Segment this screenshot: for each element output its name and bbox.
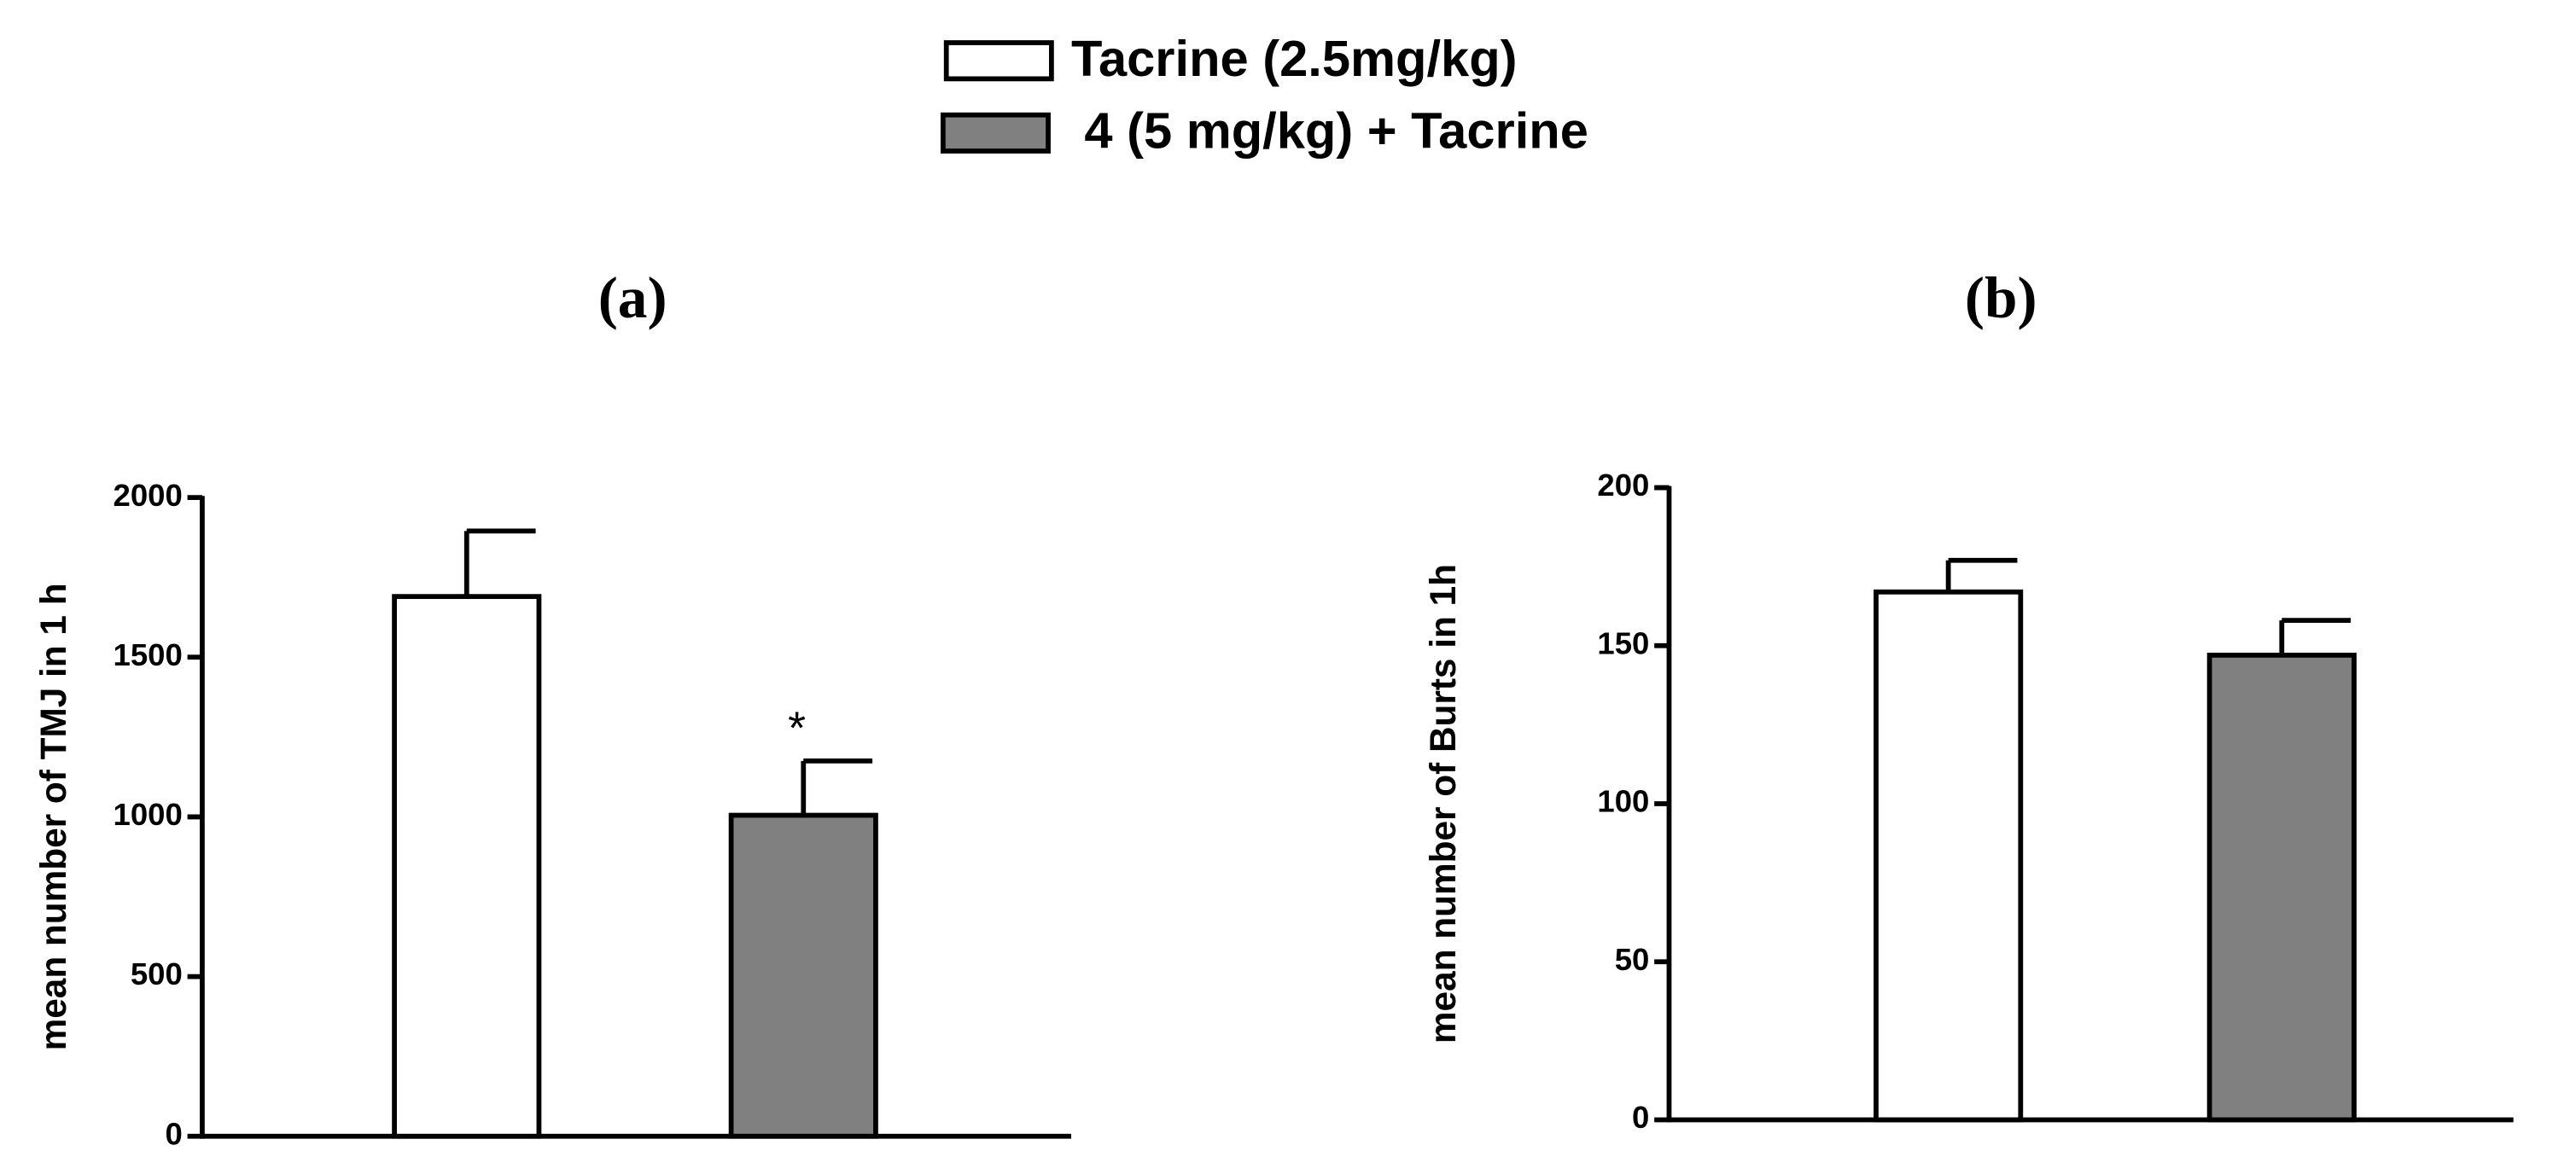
legend-label: 4 (5 mg/kg) + Tacrine xyxy=(1084,102,1588,160)
legend-label: Tacrine (2.5mg/kg) xyxy=(1071,30,1518,87)
y-tick-label: 1500 xyxy=(114,637,183,672)
y-tick-label: 100 xyxy=(1597,784,1649,819)
bar xyxy=(2206,653,2357,1123)
y-axis-label: mean number of Burts in 1h xyxy=(1423,564,1463,1043)
panel-title: (a) xyxy=(598,264,667,330)
significance-mark: * xyxy=(788,703,806,754)
bar xyxy=(392,594,542,1139)
y-tick-label: 1000 xyxy=(114,797,183,832)
bar xyxy=(1874,589,2024,1123)
y-tick-label: 200 xyxy=(1597,468,1649,503)
y-tick-label: 500 xyxy=(131,956,183,991)
legend-swatch xyxy=(940,112,1051,154)
y-tick-label: 2000 xyxy=(114,478,183,513)
y-tick-label: 0 xyxy=(165,1116,182,1151)
y-axis-label: mean number of TMJ in 1 h xyxy=(33,583,73,1050)
legend-swatch xyxy=(943,40,1054,82)
bar xyxy=(728,812,878,1139)
panel-title: (b) xyxy=(1965,264,2037,330)
y-tick-label: 50 xyxy=(1615,942,1650,977)
y-tick-label: 150 xyxy=(1597,625,1649,660)
y-tick-label: 0 xyxy=(1632,1100,1649,1135)
